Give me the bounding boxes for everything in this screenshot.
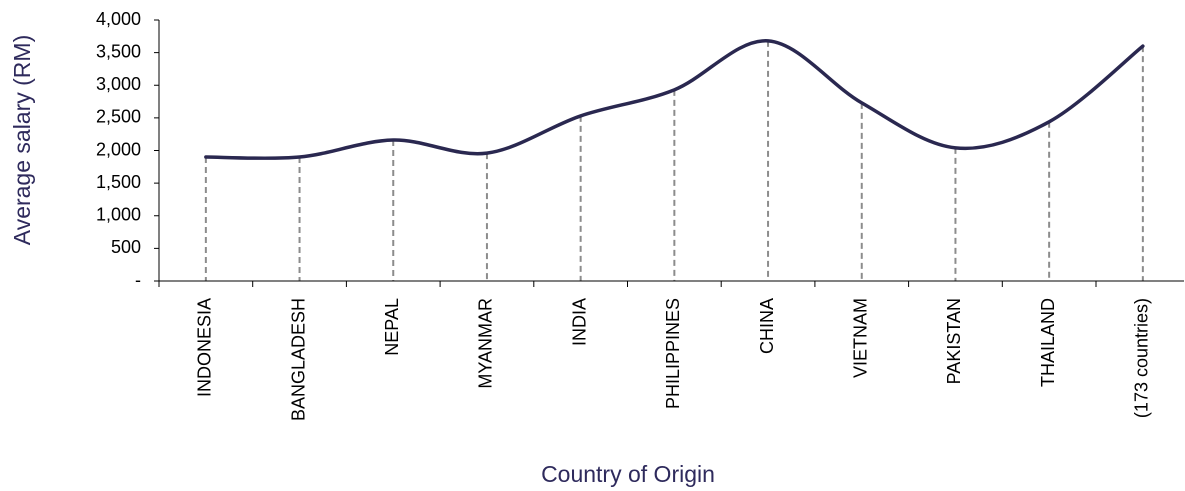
y-tick-label: 1,500 (96, 172, 141, 192)
y-tick-label: 1,000 (96, 205, 141, 225)
x-axis-title: Country of Origin (541, 461, 715, 487)
y-tick-label: 4,000 (96, 9, 141, 29)
x-tick-label: THAILAND (1038, 298, 1058, 387)
y-tick-label: 3,000 (96, 74, 141, 94)
x-tick-label: VIETNAM (851, 298, 871, 378)
x-tick-label: NEPAL (382, 298, 402, 356)
x-tick-label: INDONESIA (195, 298, 215, 397)
x-tick-label: PAKISTAN (944, 298, 964, 384)
y-axis-title: Average salary (RM) (9, 35, 35, 245)
line (204, 39, 1145, 161)
x-tick-label: MYANMAR (476, 298, 496, 389)
x-tick-label: INDIA (569, 298, 589, 346)
y-tick-label: 500 (111, 237, 141, 257)
y-tick-label: - (135, 270, 141, 290)
x-tick-label: BANGLADESH (288, 298, 308, 421)
x-tick-label: CHINA (757, 298, 777, 354)
y-tick-label: 2,000 (96, 139, 141, 159)
x-tick-label: (173 countries) (1132, 298, 1152, 418)
x-tick-label: PHILIPPINES (663, 298, 683, 409)
y-tick-label: 3,500 (96, 41, 141, 61)
y-tick-label: 2,500 (96, 107, 141, 127)
